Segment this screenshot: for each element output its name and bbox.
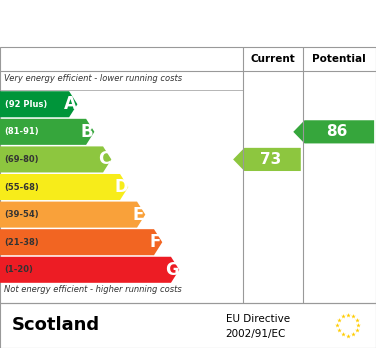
Text: 73: 73 — [260, 152, 281, 167]
Text: D: D — [114, 178, 128, 196]
Text: E: E — [132, 206, 144, 224]
Text: (39-54): (39-54) — [5, 210, 39, 219]
Polygon shape — [0, 174, 128, 200]
Text: (1-20): (1-20) — [5, 265, 33, 274]
Text: EU Directive: EU Directive — [226, 314, 290, 324]
Polygon shape — [0, 201, 145, 228]
Text: Not energy efficient - higher running costs: Not energy efficient - higher running co… — [4, 285, 182, 294]
Polygon shape — [0, 91, 77, 117]
Text: (21-38): (21-38) — [5, 238, 39, 247]
Polygon shape — [0, 147, 111, 173]
Text: Energy Efficiency Rating: Energy Efficiency Rating — [11, 15, 259, 32]
Polygon shape — [0, 229, 162, 255]
Text: (69-80): (69-80) — [5, 155, 39, 164]
Polygon shape — [293, 120, 374, 143]
Text: Potential: Potential — [312, 54, 366, 64]
Text: F: F — [149, 233, 161, 251]
Text: C: C — [98, 150, 110, 168]
Polygon shape — [0, 119, 94, 145]
Text: Very energy efficient - lower running costs: Very energy efficient - lower running co… — [4, 74, 182, 84]
Polygon shape — [233, 148, 301, 171]
Text: 86: 86 — [326, 124, 348, 139]
Text: B: B — [81, 123, 94, 141]
Text: (55-68): (55-68) — [5, 182, 39, 191]
Text: 2002/91/EC: 2002/91/EC — [226, 330, 286, 339]
Text: G: G — [165, 261, 179, 279]
Text: Current: Current — [250, 54, 295, 64]
Text: (81-91): (81-91) — [5, 127, 39, 136]
Polygon shape — [0, 257, 179, 283]
Text: (92 Plus): (92 Plus) — [5, 100, 47, 109]
Text: A: A — [64, 95, 77, 113]
Text: Scotland: Scotland — [11, 316, 99, 334]
